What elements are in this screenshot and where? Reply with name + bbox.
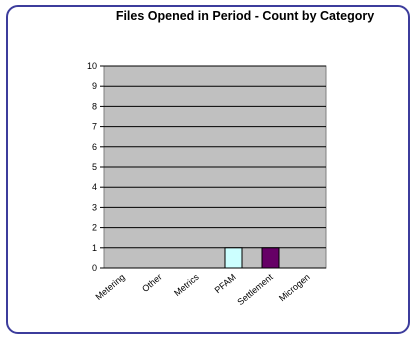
- x-tick-label-settlement: Settlement: [235, 272, 275, 308]
- y-tick-label-3: 3: [92, 202, 97, 212]
- y-tick-label-0: 0: [92, 263, 97, 273]
- bar-pfam: [224, 247, 243, 269]
- y-tick-label-9: 9: [92, 81, 97, 91]
- gridlines: [104, 65, 326, 269]
- y-tick-label-4: 4: [92, 182, 97, 192]
- y-tick-label-7: 7: [92, 122, 97, 132]
- bars: [224, 247, 280, 269]
- y-tick-label-10: 10: [87, 61, 97, 71]
- bar-settlement: [261, 247, 280, 269]
- chart-title: Files Opened in Period - Count by Catego…: [115, 9, 375, 23]
- y-axis-ticks: 0 1 2 3 4 5 6 7 8 9 10: [87, 61, 104, 273]
- x-tick-label-microgen: Microgen: [277, 272, 312, 303]
- x-tick-label-pfam: PFAM: [213, 272, 238, 295]
- y-tick-label-2: 2: [92, 223, 97, 233]
- y-tick-label-8: 8: [92, 101, 97, 111]
- y-tick-label-6: 6: [92, 142, 97, 152]
- y-tick-label-1: 1: [92, 243, 97, 253]
- x-tick-label-metering: Metering: [94, 272, 127, 302]
- x-tick-label-metrics: Metrics: [172, 272, 201, 299]
- y-tick-label-5: 5: [92, 162, 97, 172]
- x-tick-label-other: Other: [140, 272, 164, 294]
